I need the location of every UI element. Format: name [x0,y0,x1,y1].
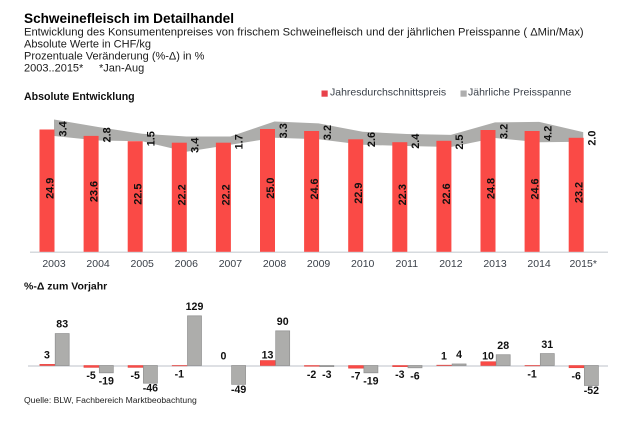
svg-text:2005: 2005 [131,258,155,270]
svg-text:2.8: 2.8 [101,127,113,142]
svg-text:129: 129 [186,301,204,313]
svg-text:2011: 2011 [396,258,419,270]
svg-text:-19: -19 [363,375,378,387]
svg-text:-6: -6 [410,370,420,382]
svg-text:2004: 2004 [86,258,110,270]
svg-text:24.6: 24.6 [529,178,541,199]
svg-text:2015*: 2015* [569,258,596,270]
svg-text:2010: 2010 [351,258,375,270]
svg-text:4: 4 [456,349,462,361]
svg-text:22.9: 22.9 [353,183,365,204]
svg-text:Jährliche Preisspanne: Jährliche Preisspanne [468,87,571,99]
svg-text:3.4: 3.4 [57,121,69,136]
svg-text:22.2: 22.2 [221,184,233,205]
svg-text:4.2: 4.2 [542,126,554,141]
svg-text:1.5: 1.5 [146,131,158,146]
svg-text:-3: -3 [322,369,332,381]
svg-text:2008: 2008 [263,258,287,270]
svg-text:Entwicklung des Konsumentenpre: Entwicklung des Konsumentenpreises von f… [24,27,584,39]
svg-text:-2: -2 [307,369,317,381]
svg-text:24.6: 24.6 [309,178,321,199]
svg-text:2007: 2007 [219,258,243,270]
svg-text:-49: -49 [231,384,246,396]
svg-text:1.7: 1.7 [234,134,246,149]
svg-text:-46: -46 [143,383,158,395]
svg-text:22.5: 22.5 [133,184,145,205]
svg-text:2.6: 2.6 [366,132,378,147]
svg-text:2.0: 2.0 [587,131,599,146]
svg-text:24.8: 24.8 [485,178,497,199]
svg-text:-5: -5 [130,370,140,382]
svg-text:3.2: 3.2 [322,125,334,140]
svg-text:Quelle: BLW, Fachbereich Markt: Quelle: BLW, Fachbereich Marktbeobachtun… [24,395,197,405]
svg-text:23.2: 23.2 [574,182,586,203]
svg-text:22.3: 22.3 [397,184,409,205]
svg-text:-5: -5 [86,370,96,382]
svg-text:Schweinefleisch im Detailhande: Schweinefleisch im Detailhandel [24,11,234,26]
svg-text:2006: 2006 [175,258,199,270]
svg-text:2014: 2014 [527,258,551,270]
svg-text:83: 83 [56,319,68,331]
svg-text:Prozentuale Veränderung (%-Δ): Prozentuale Veränderung (%-Δ) in % [24,51,205,63]
svg-text:13: 13 [262,349,274,361]
svg-text:-52: -52 [584,385,599,397]
svg-text:2003: 2003 [42,258,66,270]
svg-text:%-Δ zum Vorjahr: %-Δ zum Vorjahr [24,281,107,293]
svg-text:3: 3 [44,350,50,362]
svg-text:Jahresdurchschnittspreis: Jahresdurchschnittspreis [330,87,446,99]
svg-text:22.2: 22.2 [177,184,189,205]
svg-text:3.3: 3.3 [278,123,290,138]
svg-text:22.6: 22.6 [441,183,453,204]
svg-text:23.6: 23.6 [88,181,100,202]
svg-text:31: 31 [541,339,553,351]
svg-text:2009: 2009 [307,258,331,270]
svg-text:2.4: 2.4 [410,134,422,149]
svg-text:-7: -7 [351,371,361,383]
svg-text:90: 90 [277,316,289,328]
svg-text:2013: 2013 [483,258,507,270]
svg-text:*Jan-Aug: *Jan-Aug [99,63,144,75]
svg-text:Absolute Entwicklung: Absolute Entwicklung [24,91,135,103]
svg-text:-19: -19 [99,375,114,387]
svg-text:0: 0 [220,351,226,363]
svg-text:25.0: 25.0 [265,177,277,198]
svg-text:3.4: 3.4 [190,138,202,153]
svg-text:-6: -6 [571,370,581,382]
svg-text:2003..2015*: 2003..2015* [24,63,84,75]
svg-text:-1: -1 [175,368,185,380]
svg-text:Absolute Werte in CHF/kg: Absolute Werte in CHF/kg [24,39,151,51]
svg-text:3.2: 3.2 [498,124,510,139]
svg-text:2.5: 2.5 [454,135,466,150]
svg-text:2012: 2012 [439,258,463,270]
svg-text:10: 10 [482,350,494,362]
svg-text:-3: -3 [395,369,405,381]
svg-text:-1: -1 [527,368,537,380]
svg-text:24.9: 24.9 [44,178,56,199]
svg-text:28: 28 [497,340,509,352]
svg-text:1: 1 [441,350,447,362]
